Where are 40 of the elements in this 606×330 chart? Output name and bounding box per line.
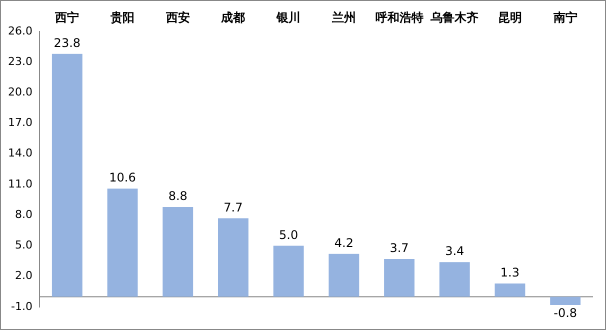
data-label: 10.6: [109, 170, 136, 185]
bar: [218, 218, 248, 297]
y-tick-label: 2.0: [14, 269, 32, 282]
y-tick-label: 17.0: [8, 116, 32, 130]
data-label: 23.8: [54, 36, 81, 50]
x-tick-label: 兰州: [330, 10, 356, 24]
y-tick-label: 11.0: [8, 177, 32, 190]
y-tick-label: -1.0: [11, 300, 32, 313]
data-label: 5.0: [279, 228, 298, 242]
bar: [273, 246, 304, 297]
data-label: 8.8: [168, 189, 188, 204]
data-label: 7.7: [224, 200, 243, 214]
x-tick-label: 西宁: [54, 10, 80, 24]
y-tick-label: 23.0: [8, 54, 32, 68]
data-label: 4.2: [334, 236, 354, 250]
x-tick-label: 南宁: [552, 10, 578, 24]
data-label: 1.3: [500, 266, 520, 280]
y-tick-label: 5.0: [14, 238, 32, 252]
data-label: 3.4: [445, 244, 464, 258]
data-label: -0.8: [554, 306, 578, 320]
x-tick-label: 昆明: [498, 10, 522, 24]
y-tick-label: 8.0: [14, 208, 32, 221]
bar: [550, 296, 581, 305]
bar: [494, 284, 526, 297]
data-label: 3.7: [390, 241, 409, 256]
x-tick-label: 西安: [164, 10, 190, 24]
y-tick-label: 20.0: [8, 86, 32, 99]
x-tick-label: 成都: [220, 10, 246, 24]
y-tick-label: 26.0: [8, 24, 32, 38]
bar: [439, 262, 470, 297]
y-tick-label: 14.0: [8, 146, 32, 160]
bar: [162, 206, 194, 297]
x-tick-label: 乌鲁木齐: [430, 10, 479, 24]
x-tick-label: 呼和浩特: [375, 10, 424, 24]
bar: [52, 54, 82, 297]
x-tick-label: 贵阳: [110, 10, 135, 24]
bar: [384, 259, 414, 297]
bar: [328, 254, 360, 297]
bar: [107, 188, 138, 297]
x-tick-label: 银川: [276, 10, 301, 24]
